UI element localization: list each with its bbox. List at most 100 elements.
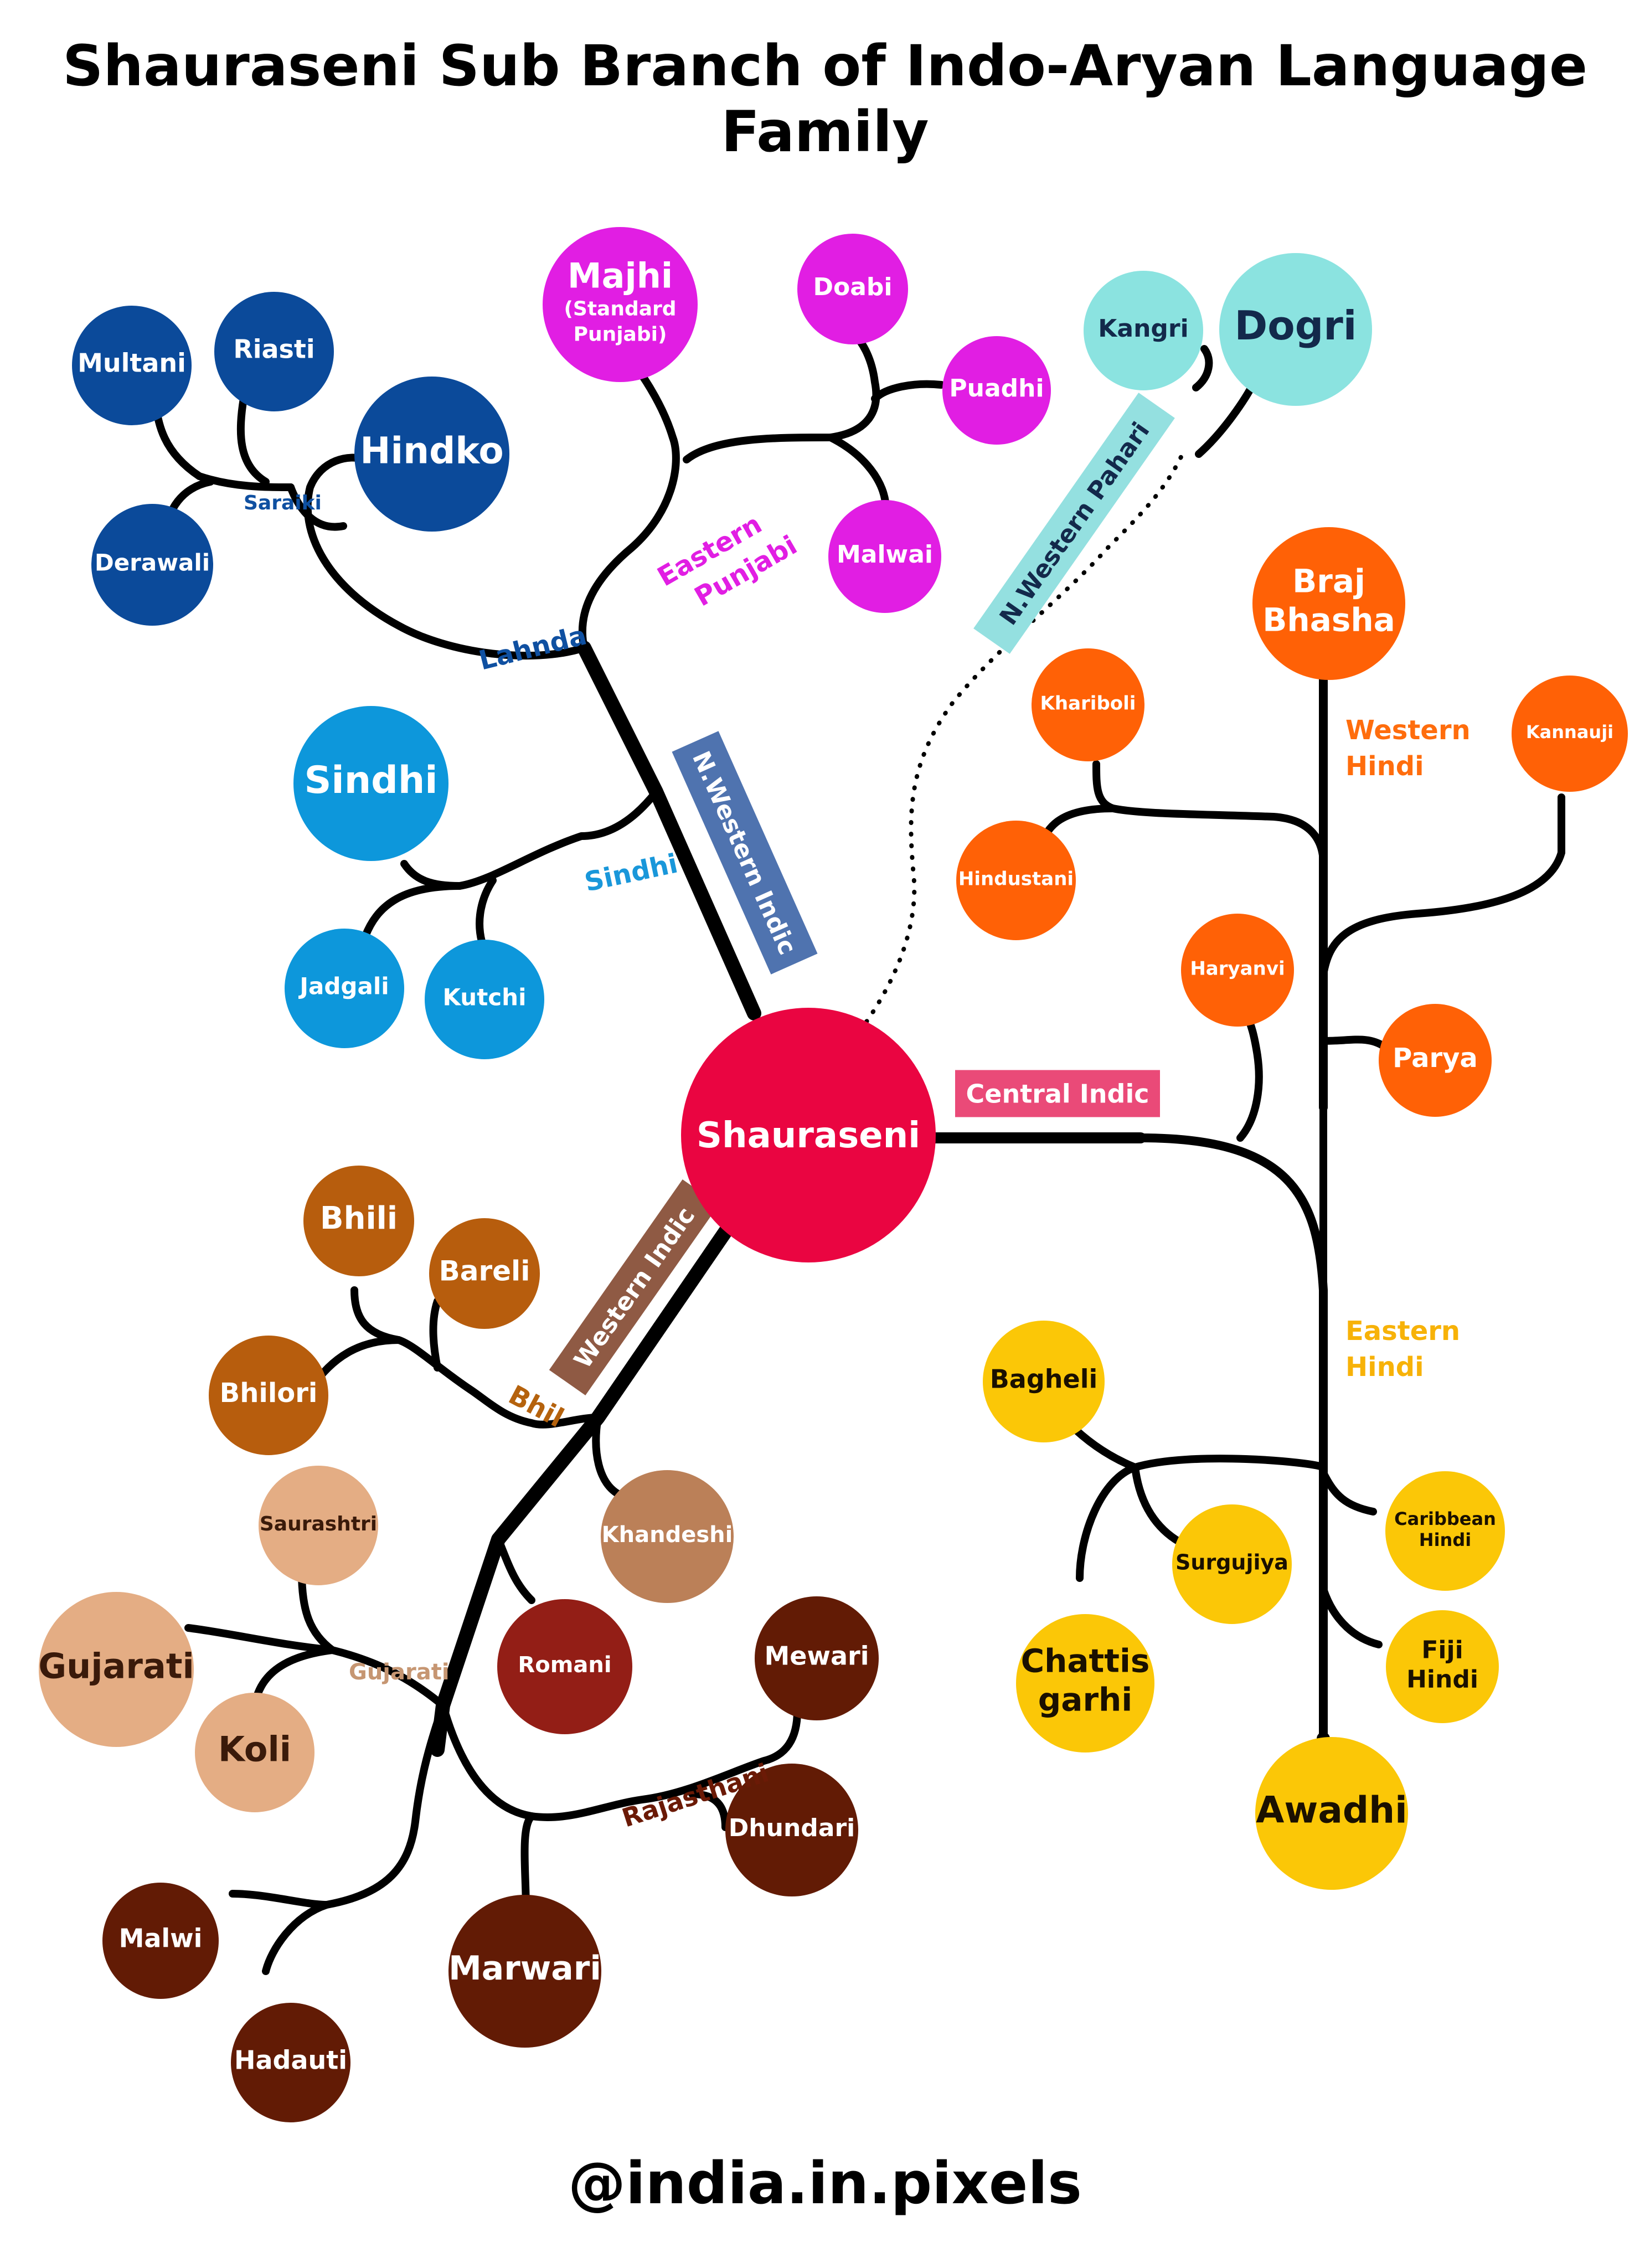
- language-node-chattis-label: garhi: [1038, 1681, 1132, 1718]
- language-node-kannauji: Kannauji: [1512, 676, 1628, 792]
- language-node-romani: Romani: [497, 1599, 632, 1734]
- branch-box-nw-indic: N.Western Indic: [672, 731, 817, 974]
- language-node-hindko-label: Hindko: [360, 430, 504, 472]
- language-node-malwai: Malwai: [828, 500, 941, 613]
- language-node-jadgali-label: Jadgali: [298, 973, 389, 1000]
- connector-line: [1096, 764, 1323, 864]
- language-node-mewari: Mewari: [755, 1596, 879, 1720]
- language-node-kannauji-label: Kannauji: [1526, 721, 1613, 743]
- branch-label-word: Hindi: [1345, 1352, 1424, 1383]
- connector-line: [365, 886, 460, 936]
- branch-label-text: Sindhi: [582, 848, 680, 898]
- language-node-fiji-label: Fiji: [1421, 1636, 1463, 1664]
- root-node-label: Shauraseni: [697, 1115, 920, 1156]
- branch-label-sindhi-group: Sindhi: [582, 848, 680, 898]
- language-node-bagheli: Bagheli: [983, 1321, 1105, 1442]
- language-node-caribbean-label: Hindi: [1419, 1529, 1471, 1550]
- connector-line: [1323, 1589, 1379, 1645]
- language-node-majhi-sublabel: (Standard: [564, 298, 676, 321]
- connector-line: [1323, 1040, 1384, 1047]
- language-node-kutchi-label: Kutchi: [443, 984, 527, 1011]
- language-node-sindhi: Sindhi: [293, 706, 448, 861]
- language-node-saurashtri-label: Saurashtri: [260, 1513, 377, 1535]
- language-node-gujarati: Gujarati: [38, 1592, 194, 1747]
- connector-line: [687, 332, 876, 460]
- language-node-khariboli: Khariboli: [1032, 648, 1144, 761]
- language-node-gujarati-label: Gujarati: [38, 1646, 194, 1687]
- language-node-derawali-label: Derawali: [95, 549, 210, 576]
- branch-label-word: Hindi: [1345, 751, 1424, 782]
- language-node-majhi-label: Majhi: [568, 256, 673, 296]
- language-node-khandeshi-label: Khandeshi: [602, 1522, 733, 1548]
- language-node-parya: Parya: [1379, 1004, 1492, 1117]
- connector-line: [233, 1894, 327, 1905]
- language-node-kangri: Kangri: [1084, 271, 1203, 390]
- language-node-hadauti-label: Hadauti: [234, 2045, 347, 2075]
- connector-line: [1141, 1138, 1323, 1739]
- language-node-haryanvi: Haryanvi: [1181, 914, 1294, 1027]
- branch-label-text: Gujarati: [349, 1659, 450, 1685]
- language-node-caribbean-label: Caribbean: [1394, 1508, 1496, 1529]
- language-node-derawali: Derawali: [91, 504, 213, 626]
- branch-label-word: Western: [1345, 715, 1471, 746]
- branch-label-e-punjabi: EasternPunjabi: [652, 498, 802, 623]
- language-node-braj-label: Braj: [1292, 563, 1365, 600]
- language-node-hadauti: Hadauti: [231, 2003, 350, 2122]
- language-node-braj: BrajBhasha: [1252, 527, 1405, 680]
- language-node-haryanvi-label: Haryanvi: [1190, 958, 1285, 980]
- language-node-awadhi: Awadhi: [1255, 1737, 1408, 1890]
- language-node-braj-label: Bhasha: [1262, 601, 1395, 638]
- language-node-majhi-sublabel: Punjabi): [574, 323, 667, 346]
- connector-line: [479, 880, 493, 941]
- language-node-bhilori: Bhilori: [209, 1336, 328, 1455]
- language-node-chattis-label: Chattis: [1021, 1642, 1150, 1680]
- language-node-dogri: Dogri: [1219, 253, 1372, 406]
- language-node-majhi: Majhi(StandardPunjabi): [543, 227, 698, 382]
- branch-label-e-hindi: EasternHindi: [1345, 1316, 1460, 1383]
- language-node-surgujiya: Surgujiya: [1172, 1504, 1292, 1624]
- branch-box-label: N.Western Indic: [687, 747, 802, 959]
- connector-line: [1323, 797, 1561, 975]
- language-node-marwari-label: Marwari: [448, 1949, 601, 1988]
- language-node-multani-label: Multani: [78, 348, 186, 378]
- language-node-koli-label: Koli: [218, 1729, 291, 1770]
- branch-label-text: Saraiki: [244, 492, 322, 514]
- connector-line: [241, 399, 266, 482]
- language-node-marwari: Marwari: [448, 1895, 601, 2048]
- connector-line: [875, 384, 941, 399]
- language-node-bhilori-label: Bhilori: [220, 1378, 318, 1409]
- language-node-khandeshi: Khandeshi: [601, 1470, 734, 1603]
- connector-line: [1323, 1473, 1373, 1512]
- language-node-awadhi-label: Awadhi: [1256, 1789, 1407, 1832]
- language-node-fiji-label: Hindi: [1406, 1665, 1478, 1693]
- language-node-riasti: Riasti: [214, 292, 334, 411]
- language-node-hindustani: Hindustani: [956, 821, 1076, 940]
- language-node-bareli-label: Bareli: [439, 1255, 530, 1287]
- language-node-dogri-label: Dogri: [1235, 302, 1357, 349]
- branch-label-gujarati-group: Gujarati: [349, 1659, 450, 1685]
- language-node-riasti-label: Riasti: [233, 334, 314, 364]
- language-node-malwai-label: Malwai: [837, 540, 933, 569]
- language-node-dhundari-label: Dhundari: [729, 1814, 855, 1842]
- language-node-malwi: Malwi: [102, 1883, 219, 1999]
- language-node-romani-label: Romani: [518, 1652, 611, 1678]
- language-node-puadhi: Puadhi: [942, 336, 1051, 445]
- language-node-surgujiya-label: Surgujiya: [1175, 1550, 1288, 1575]
- connector-line: [831, 437, 886, 509]
- language-node-kutchi: Kutchi: [425, 940, 544, 1059]
- language-node-bagheli-label: Bagheli: [990, 1364, 1098, 1394]
- connector-line: [582, 360, 676, 648]
- language-node-doabi: Doabi: [797, 234, 908, 344]
- language-node-jadgali: Jadgali: [285, 929, 404, 1048]
- language-node-kangri-label: Kangri: [1098, 315, 1188, 343]
- connector-line: [354, 1290, 399, 1340]
- connector-line: [1199, 382, 1254, 454]
- language-node-sindhi-label: Sindhi: [304, 759, 437, 802]
- branch-label-lahnda: Lahnda: [476, 620, 590, 676]
- language-node-multani: Multani: [72, 306, 192, 425]
- connector-line: [434, 1301, 438, 1368]
- branch-label-text: Lahnda: [476, 620, 590, 676]
